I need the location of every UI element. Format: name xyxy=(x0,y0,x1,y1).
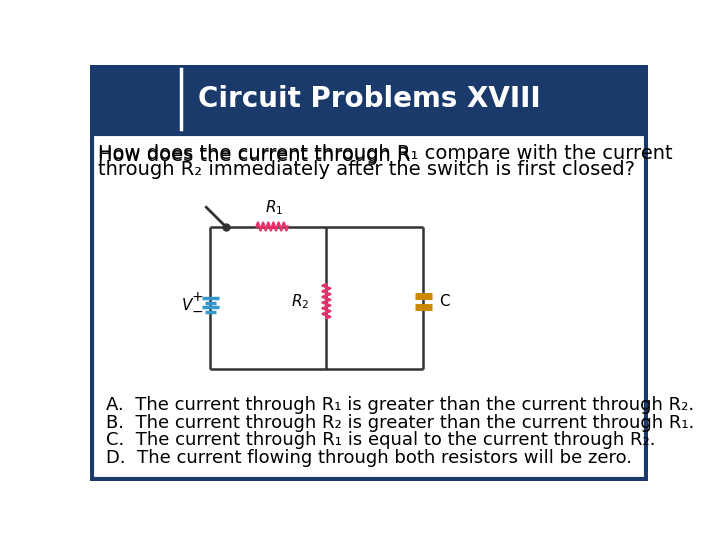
Text: How does the current through R: How does the current through R xyxy=(98,146,410,165)
Text: B.  The current through R₂ is greater than the current through R₁.: B. The current through R₂ is greater tha… xyxy=(106,414,694,431)
Text: C: C xyxy=(438,294,449,309)
Bar xyxy=(90,65,648,134)
Text: V: V xyxy=(181,298,192,313)
Text: C.  The current through R₁ is equal to the current through R₂.: C. The current through R₁ is equal to th… xyxy=(106,431,655,449)
Text: −: − xyxy=(192,305,204,319)
Text: through R₂ immediately after the switch is first closed?: through R₂ immediately after the switch … xyxy=(98,160,635,179)
Text: How does the current through R₁ compare with the current: How does the current through R₁ compare … xyxy=(98,144,672,163)
Text: How does the current through R₁ compare with the current: How does the current through R₁ compare … xyxy=(98,146,672,165)
Text: Circuit Problems XVIII: Circuit Problems XVIII xyxy=(199,85,541,113)
Text: +: + xyxy=(192,289,204,303)
Text: $R_2$: $R_2$ xyxy=(291,292,310,310)
Text: A.  The current through R₁ is greater than the current through R₂.: A. The current through R₁ is greater tha… xyxy=(106,396,693,414)
Text: D.  The current flowing through both resistors will be zero.: D. The current flowing through both resi… xyxy=(106,449,631,467)
Text: $R_1$: $R_1$ xyxy=(264,199,283,217)
Bar xyxy=(91,134,647,479)
